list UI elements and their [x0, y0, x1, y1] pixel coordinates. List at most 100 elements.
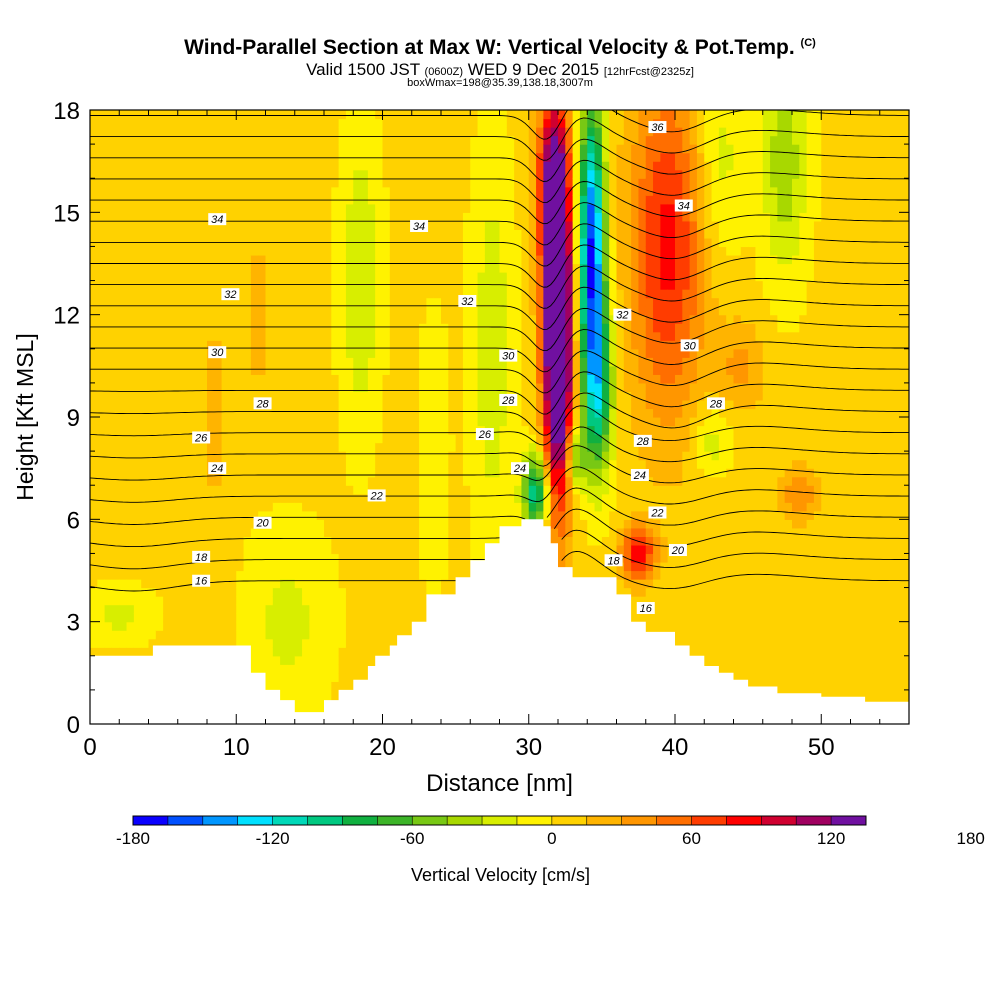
velocity-cell — [477, 391, 486, 401]
velocity-cell — [411, 152, 420, 162]
velocity-cell — [119, 220, 128, 230]
velocity-cell — [426, 297, 435, 307]
velocity-cell — [565, 237, 574, 248]
velocity-cell — [397, 451, 406, 461]
velocity-cell — [397, 476, 406, 486]
velocity-cell — [316, 510, 325, 520]
velocity-cell — [141, 408, 150, 418]
velocity-cell — [243, 169, 252, 179]
velocity-cell — [141, 638, 150, 648]
velocity-cell — [360, 434, 369, 444]
velocity-cell — [236, 561, 245, 572]
velocity-cell — [199, 519, 208, 529]
velocity-cell — [192, 613, 201, 623]
velocity-cell — [119, 314, 128, 324]
velocity-cell — [492, 135, 501, 145]
velocity-cell — [272, 263, 281, 273]
velocity-cell — [185, 621, 193, 631]
velocity-cell — [250, 263, 259, 273]
velocity-cell — [579, 348, 588, 358]
velocity-cell — [499, 135, 508, 145]
velocity-cell — [265, 391, 274, 401]
velocity-cell — [419, 408, 427, 418]
velocity-cell — [214, 613, 223, 623]
velocity-cell — [258, 502, 267, 512]
velocity-cell — [484, 451, 493, 461]
velocity-cell — [177, 323, 186, 333]
velocity-cell — [572, 544, 581, 555]
velocity-cell — [155, 536, 164, 546]
velocity-cell — [345, 613, 354, 623]
velocity-cell — [353, 476, 362, 486]
velocity-cell — [280, 280, 289, 290]
velocity-cell — [250, 408, 259, 418]
velocity-cell — [170, 519, 179, 529]
velocity-cell — [353, 118, 362, 128]
velocity-cell — [287, 417, 296, 427]
velocity-cell — [185, 476, 193, 486]
velocity-cell — [360, 536, 369, 546]
velocity-cell — [426, 485, 435, 495]
velocity-cell — [338, 399, 347, 410]
velocity-cell — [221, 127, 230, 137]
velocity-cell — [419, 493, 427, 503]
velocity-cell — [536, 331, 544, 341]
velocity-cell — [565, 442, 574, 452]
velocity-cell — [236, 570, 245, 580]
velocity-cell — [477, 476, 486, 486]
velocity-cell — [550, 144, 559, 154]
velocity-cell — [170, 553, 179, 563]
velocity-cell — [521, 306, 530, 316]
velocity-cell — [155, 434, 164, 444]
velocity-cell — [558, 510, 566, 520]
velocity-cell — [558, 237, 566, 248]
velocity-cell — [389, 297, 398, 307]
velocity-cell — [302, 570, 310, 580]
velocity-cell — [236, 638, 245, 648]
velocity-cell — [119, 254, 128, 265]
velocity-cell — [243, 519, 252, 529]
velocity-cell — [565, 553, 574, 563]
velocity-cell — [309, 186, 318, 196]
velocity-cell — [324, 314, 332, 324]
velocity-cell — [185, 229, 193, 239]
velocity-cell — [506, 186, 515, 196]
velocity-cell — [236, 399, 245, 410]
velocity-cell — [265, 570, 274, 580]
velocity-cell — [199, 254, 208, 265]
velocity-cell — [228, 263, 237, 273]
velocity-cell — [148, 144, 157, 154]
velocity-cell — [558, 476, 566, 486]
velocity-cell — [484, 161, 493, 171]
velocity-cell — [558, 203, 566, 213]
velocity-cell — [492, 476, 501, 486]
velocity-cell — [345, 152, 354, 162]
velocity-cell — [126, 587, 135, 597]
velocity-cell — [389, 178, 398, 188]
velocity-cell — [441, 425, 449, 435]
velocity-cell — [126, 630, 135, 640]
velocity-cell — [243, 203, 252, 213]
velocity-cell — [579, 272, 588, 282]
velocity-cell — [404, 246, 413, 256]
velocity-cell — [397, 229, 406, 239]
velocity-cell — [324, 647, 332, 657]
velocity-cell — [111, 638, 120, 648]
velocity-cell — [521, 408, 530, 418]
velocity-cell — [455, 502, 464, 512]
velocity-cell — [367, 442, 376, 452]
velocity-cell — [455, 417, 464, 427]
velocity-cell — [90, 186, 98, 196]
velocity-cell — [477, 348, 486, 358]
velocity-cell — [389, 451, 398, 461]
velocity-cell — [433, 579, 442, 589]
velocity-cell — [536, 297, 544, 307]
velocity-cell — [441, 212, 449, 222]
velocity-cell — [309, 254, 318, 265]
velocity-cell — [528, 442, 537, 452]
velocity-cell — [360, 169, 369, 179]
velocity-cell — [462, 391, 471, 401]
velocity-cell — [543, 425, 552, 435]
velocity-cell — [111, 203, 120, 213]
velocity-cell — [397, 161, 406, 171]
